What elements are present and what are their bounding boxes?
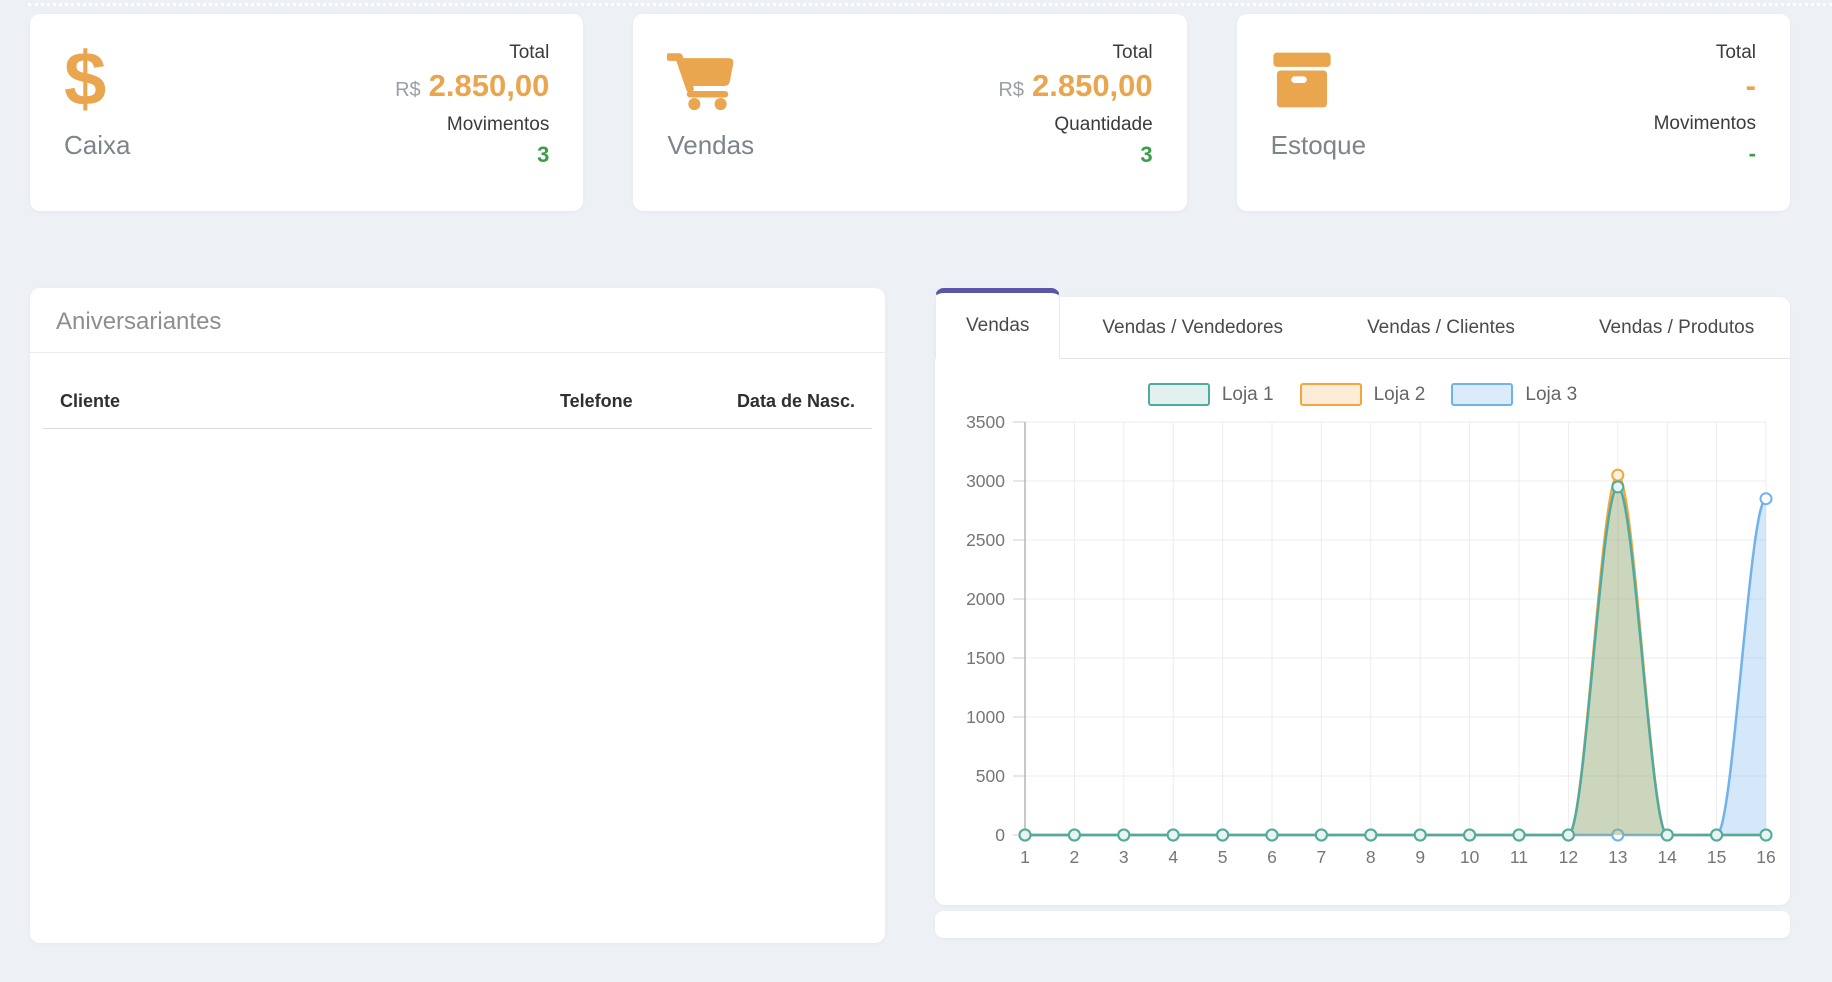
- caixa-currency-prefix: R$: [395, 79, 421, 102]
- svg-text:4: 4: [1168, 847, 1178, 867]
- tab-vendas-vendedores[interactable]: Vendas / Vendedores: [1060, 297, 1325, 358]
- svg-text:7: 7: [1317, 847, 1327, 867]
- svg-text:3: 3: [1119, 847, 1129, 867]
- svg-text:8: 8: [1366, 847, 1376, 867]
- sales-chart: 0500100015002000250030003500123456789101…: [939, 410, 1779, 880]
- svg-text:11: 11: [1510, 847, 1528, 867]
- dollar-icon: $: [64, 38, 130, 122]
- column-data-nasc: Data de Nasc.: [700, 391, 855, 412]
- legend-swatch: [1451, 383, 1513, 406]
- svg-text:2: 2: [1070, 847, 1080, 867]
- svg-text:14: 14: [1657, 847, 1677, 867]
- chart-panel-footer: [935, 911, 1790, 938]
- tab-vendas-clientes[interactable]: Vendas / Clientes: [1325, 297, 1557, 358]
- vendas-card-label: Vendas: [667, 130, 754, 161]
- birthdays-title: Aniversariantes: [56, 308, 221, 335]
- svg-text:2500: 2500: [966, 530, 1005, 550]
- estoque-movimentos-value: -: [1749, 143, 1756, 165]
- legend-swatch: [1300, 383, 1362, 406]
- tab-vendas-produtos[interactable]: Vendas / Produtos: [1557, 297, 1796, 358]
- sales-tabbar: Vendas Vendas / Vendedores Vendas / Clie…: [935, 297, 1790, 359]
- tab-vendas[interactable]: Vendas: [935, 288, 1060, 359]
- box-icon: [1271, 38, 1366, 122]
- vendas-total-row: R$ 2.850,00: [998, 70, 1152, 102]
- caixa-movimentos-value: 3: [537, 144, 549, 166]
- birthdays-panel: Aniversariantes Cliente Telefone Data de…: [30, 288, 885, 943]
- legend-swatch: [1148, 383, 1210, 406]
- legend-label: Loja 1: [1222, 384, 1274, 406]
- vendas-card-left: Vendas: [667, 38, 754, 193]
- vendas-card-stats: Total R$ 2.850,00 Quantidade 3: [998, 38, 1152, 193]
- birthdays-table-header: Cliente Telefone Data de Nasc.: [30, 353, 885, 412]
- legend-item: Loja 2: [1300, 383, 1426, 406]
- svg-text:16: 16: [1756, 847, 1775, 867]
- legend-item: Loja 3: [1451, 383, 1577, 406]
- column-cliente: Cliente: [60, 391, 560, 412]
- svg-text:6: 6: [1267, 847, 1277, 867]
- vendas-card: Vendas Total R$ 2.850,00 Quantidade 3: [633, 14, 1186, 211]
- svg-text:1000: 1000: [966, 707, 1005, 727]
- estoque-card-left: Estoque: [1271, 38, 1366, 193]
- dashboard-page: $ Caixa Total R$ 2.850,00 Movimentos 3: [0, 0, 1832, 982]
- caixa-total-row: R$ 2.850,00: [395, 70, 549, 102]
- estoque-total-row: -: [1738, 70, 1756, 101]
- estoque-total-label: Total: [1716, 42, 1756, 64]
- legend-label: Loja 2: [1374, 384, 1426, 406]
- kpi-cards-row: $ Caixa Total R$ 2.850,00 Movimentos 3: [30, 14, 1790, 211]
- svg-text:10: 10: [1460, 847, 1480, 867]
- svg-text:5: 5: [1218, 847, 1228, 867]
- estoque-card-label: Estoque: [1271, 130, 1366, 161]
- vendas-quantidade-label: Quantidade: [1054, 114, 1152, 136]
- vendas-total-value: 2.850,00: [1032, 70, 1153, 101]
- caixa-card-left: $ Caixa: [64, 38, 130, 193]
- top-divider: [28, 3, 1832, 6]
- svg-text:3000: 3000: [966, 471, 1005, 491]
- birthdays-header: Aniversariantes: [30, 288, 885, 352]
- vendas-total-label: Total: [1113, 42, 1153, 64]
- estoque-card-stats: Total - Movimentos -: [1654, 38, 1756, 193]
- caixa-total-value: 2.850,00: [429, 70, 550, 101]
- vendas-currency-prefix: R$: [998, 79, 1024, 102]
- estoque-total-value: -: [1746, 70, 1756, 101]
- svg-text:2000: 2000: [966, 589, 1005, 609]
- svg-text:15: 15: [1707, 847, 1726, 867]
- sales-column: Vendas Vendas / Vendedores Vendas / Clie…: [935, 288, 1790, 943]
- svg-text:12: 12: [1559, 847, 1578, 867]
- caixa-card: $ Caixa Total R$ 2.850,00 Movimentos 3: [30, 14, 583, 211]
- chart-legend: Loja 1 Loja 2 Loja 3: [935, 383, 1790, 406]
- svg-text:0: 0: [995, 825, 1005, 845]
- svg-text:3500: 3500: [966, 412, 1005, 432]
- legend-item: Loja 1: [1148, 383, 1274, 406]
- vendas-quantidade-value: 3: [1140, 144, 1152, 166]
- legend-label: Loja 3: [1525, 384, 1577, 406]
- svg-text:500: 500: [976, 766, 1005, 786]
- svg-text:1500: 1500: [966, 648, 1005, 668]
- estoque-card: Estoque Total - Movimentos -: [1237, 14, 1790, 211]
- sales-chart-panel: Vendas Vendas / Vendedores Vendas / Clie…: [935, 297, 1790, 905]
- svg-text:13: 13: [1608, 847, 1627, 867]
- svg-text:9: 9: [1415, 847, 1425, 867]
- caixa-card-label: Caixa: [64, 130, 130, 161]
- caixa-card-stats: Total R$ 2.850,00 Movimentos 3: [395, 38, 549, 193]
- cart-icon: [667, 38, 754, 122]
- birthdays-header-underline: [43, 428, 872, 429]
- caixa-total-label: Total: [509, 42, 549, 64]
- panels-row: Aniversariantes Cliente Telefone Data de…: [30, 288, 1790, 943]
- svg-text:1: 1: [1020, 847, 1030, 867]
- estoque-movimentos-label: Movimentos: [1654, 113, 1756, 135]
- caixa-movimentos-label: Movimentos: [447, 114, 549, 136]
- column-telefone: Telefone: [560, 391, 700, 412]
